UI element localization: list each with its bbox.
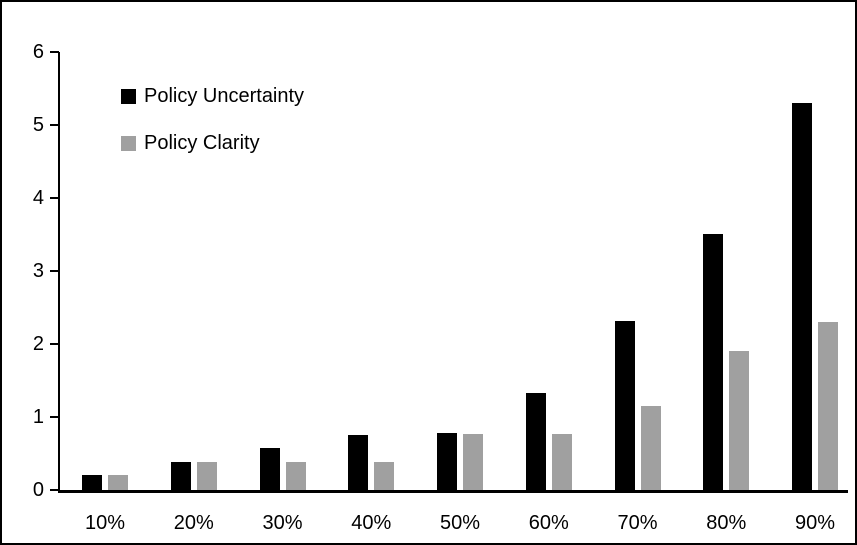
y-tick-label: 2 xyxy=(32,333,44,355)
y-tick-mark xyxy=(50,270,59,272)
y-tick-label: 4 xyxy=(32,187,44,209)
legend-label-policy-clarity: Policy Clarity xyxy=(144,131,260,154)
x-tick-label: 50% xyxy=(439,512,481,534)
legend: Policy Uncertainty Policy Clarity xyxy=(121,82,304,157)
legend-item-policy-uncertainty: Policy Uncertainty xyxy=(121,82,304,110)
bar-policy-uncertainty-10% xyxy=(82,475,102,490)
bar-policy-uncertainty-90% xyxy=(792,103,812,490)
x-tick-label: 70% xyxy=(617,512,658,534)
legend-item-policy-clarity: Policy Clarity xyxy=(121,129,304,157)
bar-policy-uncertainty-60% xyxy=(525,393,546,490)
x-tick-label: 30% xyxy=(262,512,303,534)
bar-policy-clarity-80% xyxy=(729,351,750,490)
x-tick-label: 60% xyxy=(528,512,569,534)
y-tick-label: 5 xyxy=(32,114,44,136)
bar-policy-clarity-70% xyxy=(640,406,661,490)
y-tick-label: 3 xyxy=(32,260,44,282)
y-tick-mark xyxy=(50,124,59,126)
y-tick-label: 6 xyxy=(32,41,44,63)
bar-policy-clarity-10% xyxy=(108,475,128,490)
x-axis-line xyxy=(58,490,848,493)
bar-policy-clarity-90% xyxy=(818,322,838,490)
bar-policy-clarity-30% xyxy=(285,462,306,490)
bar-policy-uncertainty-50% xyxy=(437,433,457,490)
x-tick-label: 10% xyxy=(84,512,126,534)
y-tick-mark xyxy=(50,197,59,199)
x-tick-label: 20% xyxy=(173,512,214,534)
bar-policy-uncertainty-80% xyxy=(703,234,724,490)
y-tick-mark xyxy=(50,343,59,345)
y-tick-label: 1 xyxy=(32,406,44,428)
x-tick-label: 40% xyxy=(351,512,392,534)
legend-label-policy-uncertainty: Policy Uncertainty xyxy=(144,84,305,107)
bar-policy-uncertainty-40% xyxy=(348,435,369,490)
bar-policy-uncertainty-20% xyxy=(170,462,191,490)
bar-policy-clarity-20% xyxy=(196,462,217,490)
bar-policy-clarity-50% xyxy=(463,434,483,490)
bar-policy-clarity-60% xyxy=(551,434,572,490)
bar-policy-uncertainty-70% xyxy=(614,321,635,490)
y-tick-mark xyxy=(50,416,59,418)
x-tick-label: 90% xyxy=(794,512,836,534)
x-tick-label: 80% xyxy=(706,512,747,534)
legend-swatch-policy-clarity xyxy=(121,135,136,151)
bar-policy-clarity-40% xyxy=(374,462,395,490)
y-tick-label: 0 xyxy=(32,479,44,501)
legend-swatch-policy-uncertainty xyxy=(121,88,136,104)
y-tick-mark xyxy=(50,489,59,491)
bar-policy-uncertainty-30% xyxy=(259,448,280,490)
y-axis-line xyxy=(58,52,60,492)
y-tick-mark xyxy=(50,51,59,53)
